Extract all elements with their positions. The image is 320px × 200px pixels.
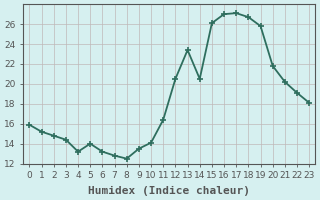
X-axis label: Humidex (Indice chaleur): Humidex (Indice chaleur) (88, 186, 250, 196)
